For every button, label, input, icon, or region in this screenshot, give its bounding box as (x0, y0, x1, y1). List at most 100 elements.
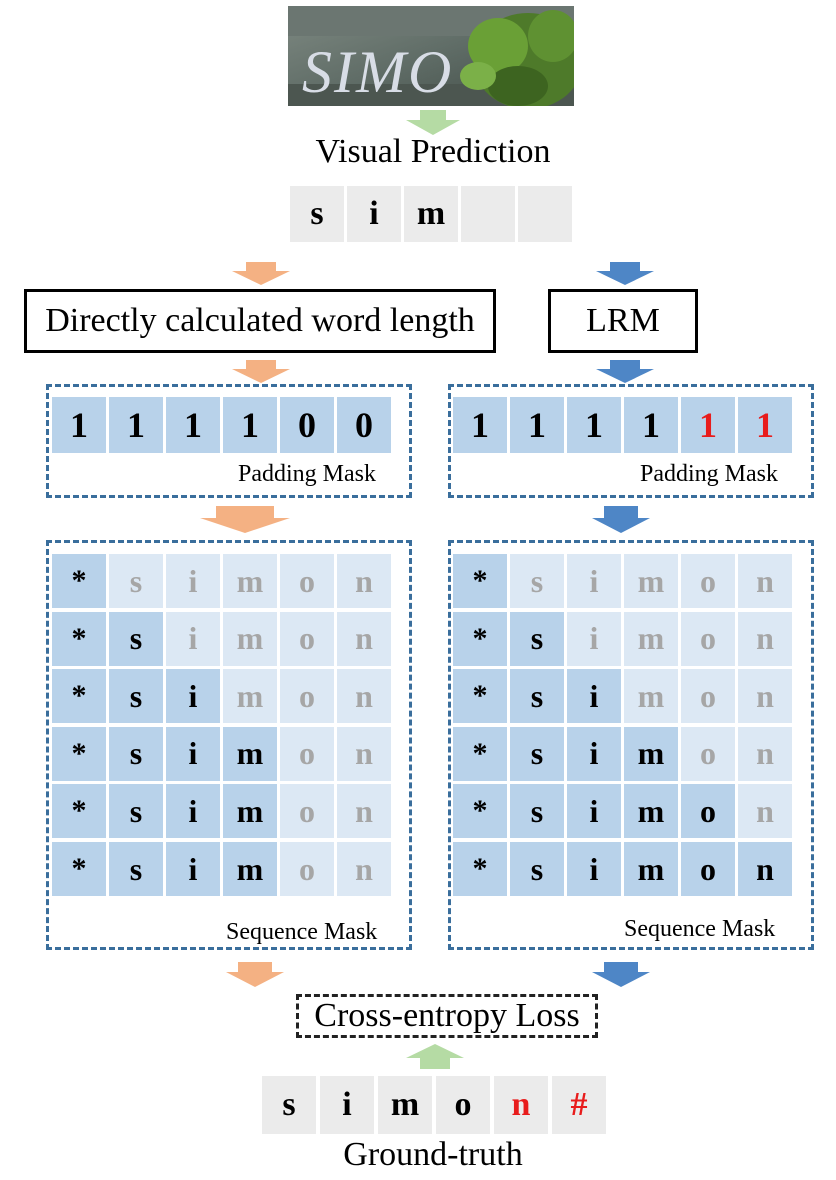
sequence-mask-cell: s (109, 784, 163, 839)
sequence-mask-cell: s (510, 842, 564, 896)
sequence-mask-cell: s (510, 669, 564, 724)
sequence-mask-cell: o (681, 842, 735, 896)
sequence-mask-cell: i (166, 726, 220, 781)
blue-down-arrow-icon (596, 360, 654, 383)
ground-truth-label: Ground-truth (343, 1136, 523, 1173)
sequence-mask-cell: m (624, 784, 678, 839)
sequence-mask-cell: * (453, 669, 507, 724)
right-sequence-mask-label: Sequence Mask (624, 916, 776, 942)
sequence-mask-cell: i (567, 842, 621, 896)
prediction-cell (518, 186, 572, 242)
ground-truth-cell: o (436, 1076, 490, 1134)
sequence-mask-cell: s (510, 726, 564, 781)
sequence-mask-cell: i (166, 554, 220, 608)
padding-mask-cell: 1 (624, 397, 678, 453)
right-sequence-mask-panel (448, 540, 814, 950)
sequence-mask-cell: o (280, 726, 334, 781)
sequence-mask-cell: m (624, 726, 678, 781)
green-down-arrow-icon (406, 110, 460, 135)
padding-mask-cell: 0 (337, 397, 391, 453)
ground-truth-cell: n (494, 1076, 548, 1134)
sequence-mask-cell: o (280, 784, 334, 839)
sequence-mask-cell: n (337, 669, 391, 724)
sequence-mask-cell: m (223, 554, 277, 608)
right-padding-mask-label: Padding Mask (640, 461, 778, 487)
sequence-mask-cell: m (624, 611, 678, 666)
padding-mask-cell: 1 (453, 397, 507, 453)
sequence-mask-cell: n (738, 554, 792, 608)
sequence-mask-cell: o (681, 611, 735, 666)
left-padding-mask-label: Padding Mask (238, 461, 376, 487)
green-up-arrow-icon (406, 1044, 464, 1069)
sequence-mask-cell: m (223, 669, 277, 724)
sequence-mask-cell: n (337, 842, 391, 896)
prediction-cell: i (347, 186, 401, 242)
sequence-mask-cell: i (166, 611, 220, 666)
sequence-mask-cell: n (738, 784, 792, 839)
sequence-mask-cell: s (510, 784, 564, 839)
sequence-mask-cell: * (52, 554, 106, 608)
sequence-mask-cell: m (223, 726, 277, 781)
orange-down-arrow-icon (232, 360, 290, 383)
sequence-mask-cell: * (453, 726, 507, 781)
padding-mask-cell: 1 (166, 397, 220, 453)
orange-down-arrow-icon (226, 962, 284, 987)
blue-down-arrow-icon (592, 506, 650, 533)
sequence-mask-cell: n (738, 842, 792, 896)
sequence-mask-cell: i (567, 611, 621, 666)
prediction-cell: s (290, 186, 344, 242)
orange-chevron-arrow-icon (200, 506, 290, 533)
ground-truth-cell: # (552, 1076, 606, 1134)
left-sequence-mask-panel (46, 540, 412, 950)
blue-down-arrow-icon (596, 262, 654, 285)
lrm-box: LRM (548, 289, 698, 353)
prediction-cell: m (404, 186, 458, 242)
padding-mask-cell: 1 (738, 397, 792, 453)
padding-mask-cell: 1 (681, 397, 735, 453)
sequence-mask-cell: s (510, 611, 564, 666)
sequence-mask-cell: m (223, 784, 277, 839)
sequence-mask-cell: o (280, 842, 334, 896)
padding-mask-cell: 1 (510, 397, 564, 453)
sequence-mask-cell: o (280, 611, 334, 666)
sequence-mask-cell: o (681, 784, 735, 839)
sequence-mask-cell: * (52, 784, 106, 839)
sequence-mask-cell: i (567, 554, 621, 608)
padding-mask-cell: 1 (109, 397, 163, 453)
left-sequence-mask-label: Sequence Mask (226, 919, 378, 945)
sequence-mask-cell: * (52, 726, 106, 781)
sequence-mask-cell: m (624, 554, 678, 608)
sequence-mask-cell: s (109, 669, 163, 724)
sequence-mask-cell: i (166, 784, 220, 839)
orange-down-arrow-icon (232, 262, 290, 285)
ground-truth-cell: i (320, 1076, 374, 1134)
svg-text:SIMO: SIMO (302, 39, 453, 105)
sequence-mask-cell: o (681, 554, 735, 608)
ground-truth-cell: m (378, 1076, 432, 1134)
sequence-mask-cell: m (223, 611, 277, 666)
sequence-mask-cell: m (624, 669, 678, 724)
sequence-mask-cell: * (52, 669, 106, 724)
sequence-mask-cell: * (52, 611, 106, 666)
sequence-mask-cell: n (337, 726, 391, 781)
sequence-mask-cell: s (109, 842, 163, 896)
sequence-mask-cell: o (681, 726, 735, 781)
sequence-mask-cell: n (337, 611, 391, 666)
cross-entropy-loss-box: Cross-entropy Loss (296, 994, 598, 1038)
sequence-mask-cell: s (109, 611, 163, 666)
sequence-mask-cell: m (223, 842, 277, 896)
right-padding-mask-panel (448, 384, 814, 498)
sequence-mask-cell: * (453, 611, 507, 666)
ground-truth-cell: s (262, 1076, 316, 1134)
sequence-mask-cell: i (567, 784, 621, 839)
sequence-mask-cell: n (738, 611, 792, 666)
sequence-mask-cell: * (453, 842, 507, 896)
sequence-mask-cell: o (280, 554, 334, 608)
sequence-mask-cell: o (280, 669, 334, 724)
sequence-mask-cell: * (453, 554, 507, 608)
sequence-mask-cell: s (109, 554, 163, 608)
sequence-mask-cell: * (453, 784, 507, 839)
padding-mask-cell: 1 (52, 397, 106, 453)
sequence-mask-cell: * (52, 842, 106, 896)
sequence-mask-cell: n (337, 554, 391, 608)
